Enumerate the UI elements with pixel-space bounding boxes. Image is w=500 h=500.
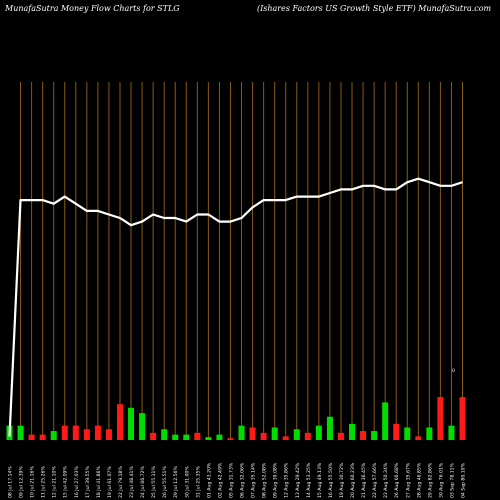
money-flow-bar	[172, 434, 179, 440]
money-flow-bar	[161, 429, 168, 440]
x-tick-label: 31 Jul 25.35%	[195, 466, 201, 498]
money-flow-bar	[448, 425, 455, 440]
money-flow-bar	[271, 427, 278, 440]
money-flow-bar	[61, 425, 68, 440]
x-tick-label: 22 Aug 57.66%	[372, 462, 378, 498]
money-flow-bar	[249, 427, 256, 440]
x-tick-label: 22 Jul 79.18%	[118, 466, 124, 498]
x-tick-label: 23 Aug 50.34%	[383, 462, 389, 498]
x-tick-label: 17 Jul 39.55%	[85, 466, 91, 498]
x-tick-label: 30 Aug 76.01%	[438, 462, 444, 498]
money-flow-bar	[83, 429, 90, 440]
x-tick-label: 23 Jul 48.41%	[129, 466, 135, 498]
x-tick-label: 26 Aug 66.68%	[394, 462, 400, 498]
x-tick-label: 09 Jul 12.39%	[19, 466, 25, 498]
money-flow-bar	[349, 423, 356, 440]
money-flow-bar	[437, 397, 444, 440]
price-line	[8, 177, 463, 437]
chart-subtitle: (Ishares Factors US Growth Style ETF) Mu…	[257, 4, 492, 13]
x-tick-label: 29 Aug 82.86%	[427, 462, 433, 498]
money-flow-bar	[194, 432, 201, 440]
x-tick-label: 03 Sep 78.11%	[449, 462, 455, 498]
x-tick-label: 05 Aug 31.73%	[228, 462, 234, 498]
vertical-grid	[20, 82, 463, 440]
money-flow-bar	[39, 434, 46, 440]
chart-title: MunafaSutra Money Flow Charts for STLG	[5, 4, 180, 13]
money-flow-bar	[72, 425, 79, 440]
x-tick-label: 28 Aug 46.85%	[416, 462, 422, 498]
x-tick-label: 10 Jul 21.16%	[30, 466, 36, 498]
x-tick-label: 12 Jul 21.10%	[52, 466, 58, 498]
money-flow-bar	[360, 431, 367, 440]
money-flow-bar	[128, 407, 135, 440]
money-flow-bar	[139, 413, 146, 440]
x-tick-label: 09 Aug 39.08%	[273, 462, 279, 498]
money-flow-bar	[326, 416, 333, 440]
x-tick-label: 19 Jul 61.07%	[107, 466, 113, 498]
money-flow-bar	[371, 431, 378, 440]
x-tick-label: 21 Aug 36.45%	[361, 462, 367, 498]
money-flow-bar	[227, 438, 234, 440]
money-flow-bar	[282, 436, 289, 440]
x-tick-label: 24 Jul 66.72%	[140, 466, 146, 498]
x-tick-label: 16 Aug 55.50%	[328, 462, 334, 498]
money-flow-bar	[337, 432, 344, 440]
money-flow-bar	[17, 425, 24, 440]
money-flow-bar	[315, 425, 322, 440]
x-tick-label: 27 Aug 35.67%	[405, 462, 411, 498]
money-flow-bar	[260, 432, 267, 440]
x-tick-label: 04 Sep 80.10%	[461, 462, 467, 498]
money-flow-bar	[293, 429, 300, 440]
x-tick-label: 08 Aug 52.08%	[262, 462, 268, 498]
x-tick-label: 18 Jul 41.86%	[96, 466, 102, 498]
x-tick-label: 29 Jul 12.56%	[173, 466, 179, 498]
money-flow-bar	[304, 432, 311, 440]
x-tick-label: 14 Aug 53.25%	[306, 462, 312, 498]
money-flow-bar	[459, 397, 466, 440]
x-tick-label: 06 Aug 32.06%	[240, 462, 246, 498]
x-tick-label: 15 Jul 42.09%	[63, 466, 69, 498]
x-tick-label: 25 Jul 55.11%	[151, 466, 157, 498]
x-tick-label: 15 Aug 49.13%	[317, 462, 323, 498]
money-flow-bar	[216, 434, 223, 440]
x-tick-label: 01 Aug 43.20%	[206, 462, 212, 498]
x-tick-label: 26 Jul 55.51%	[162, 466, 168, 498]
money-flow-bar	[150, 432, 157, 440]
money-flow-bar	[404, 427, 411, 440]
x-tick-labels: 08 Jul 17.14% 09 Jul 12.39% 10 Jul 21.16% 1…	[8, 462, 467, 498]
x-tick-label: 13 Aug 29.42%	[295, 462, 301, 498]
x-tick-label: 08 Jul 17.14%	[8, 466, 14, 498]
x-tick-label: 11 Jul 25.26%	[41, 466, 47, 498]
money-flow-bar	[28, 434, 35, 440]
money-flow-bar	[183, 434, 190, 440]
money-flow-bar	[94, 425, 101, 440]
money-flow-bar	[238, 425, 245, 440]
x-tick-label: 16 Jul 27.03%	[74, 466, 80, 498]
money-flow-bar	[415, 436, 422, 440]
x-tick-label: 12 Aug 35.86%	[284, 462, 290, 498]
x-tick-label: 07 Aug 35.14%	[251, 462, 257, 498]
money-flow-bar	[426, 427, 433, 440]
x-tick-label: 02 Aug 42.49%	[217, 462, 223, 498]
money-flow-bar	[116, 404, 123, 440]
x-tick-label: 19 Aug 30.72%	[339, 462, 345, 498]
money-flow-bar	[50, 431, 57, 440]
x-tick-label: 20 Aug 60.23%	[350, 462, 356, 498]
bar-series	[6, 397, 466, 440]
money-flow-bar	[393, 423, 400, 440]
money-flow-bar	[382, 402, 389, 440]
money-flow-bar	[105, 429, 112, 440]
axis-marker: 0	[452, 368, 455, 374]
money-flow-bar	[205, 437, 212, 440]
x-tick-label: 30 Jul 31.00%	[184, 466, 190, 498]
